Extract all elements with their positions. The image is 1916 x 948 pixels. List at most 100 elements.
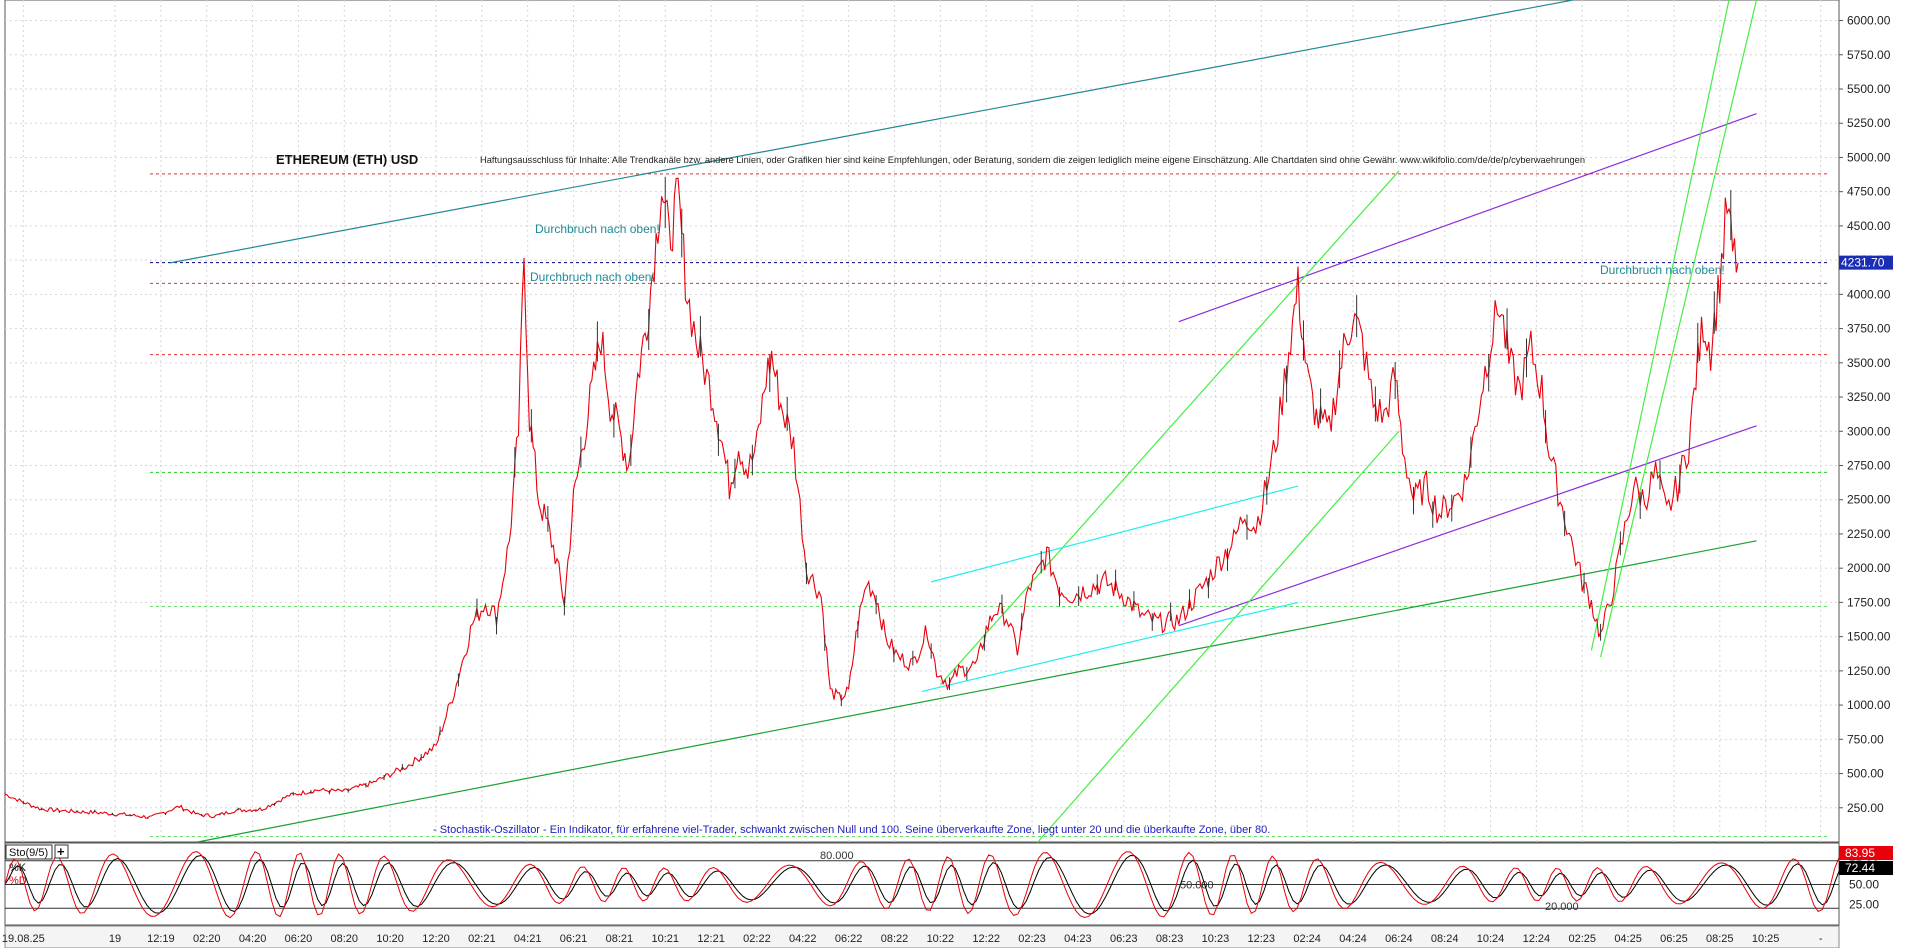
time-tick-label: 04:23 — [1064, 933, 1092, 945]
price-tick-label: 500.00 — [1847, 767, 1884, 781]
time-tick-label: 12:24 — [1523, 933, 1551, 945]
stochastic-lines — [4, 851, 1840, 919]
time-tick-label: 12:23 — [1248, 933, 1276, 945]
trendline — [921, 601, 1299, 692]
time-tick-label: 10:21 — [651, 933, 679, 945]
price-tick-label: 5750.00 — [1847, 48, 1891, 62]
time-tick-label: 19 — [109, 933, 121, 945]
price-tick-label: 5500.00 — [1847, 82, 1891, 96]
price-tick-label: 6000.00 — [1847, 14, 1891, 28]
sto-level-label: 80.000 — [820, 850, 854, 862]
last-price-badge: 4231.70 — [1839, 255, 1893, 270]
time-tick-label: 10:23 — [1202, 933, 1230, 945]
last-price-label: 4231.70 — [1841, 256, 1885, 270]
price-tick-label: 4500.00 — [1847, 219, 1891, 233]
price-tick-label: 4000.00 — [1847, 287, 1891, 301]
price-tick-label: 3000.00 — [1847, 424, 1891, 438]
time-tick-label: 02:20 — [193, 933, 221, 945]
sto-tick-label: 50.00 — [1849, 878, 1879, 892]
time-tick-label: 04:24 — [1339, 933, 1367, 945]
stochastic-label: Sto(9/5) — [9, 847, 48, 859]
price-series — [4, 176, 1739, 819]
price-tick-label: 5000.00 — [1847, 150, 1891, 164]
time-tick-label: 19.08.25 — [2, 933, 45, 945]
trendline — [1599, 0, 1758, 658]
time-tick-label: 10:20 — [376, 933, 404, 945]
time-tick-label: 08:20 — [331, 933, 359, 945]
time-tick-label: - — [1819, 933, 1823, 945]
sto-k-line — [4, 851, 1840, 919]
annotation-breakout-1: Durchbruch nach oben! — [535, 222, 660, 236]
time-tick-label: 08:21 — [606, 933, 634, 945]
price-tick-label: 1750.00 — [1847, 595, 1891, 609]
price-tick-label: 5250.00 — [1847, 116, 1891, 130]
disclaimer-text: Haftungsausschluss für Inhalte: Alle Tre… — [480, 155, 1585, 166]
time-tick-label: 02:23 — [1018, 933, 1046, 945]
price-tick-label: 250.00 — [1847, 801, 1884, 815]
time-tick-label: 06:22 — [835, 933, 863, 945]
trendline — [197, 540, 1757, 843]
time-tick-label: 04:22 — [789, 933, 817, 945]
time-tick-label: 12:19 — [147, 933, 175, 945]
k-value-label: 83.95 — [1845, 846, 1875, 860]
price-tick-label: 3750.00 — [1847, 322, 1891, 336]
price-tick-label: 1500.00 — [1847, 630, 1891, 644]
trendline — [1178, 425, 1757, 627]
time-tick-label: 10:24 — [1477, 933, 1505, 945]
price-tick-label: 1000.00 — [1847, 698, 1891, 712]
time-tick-label: 04:21 — [514, 933, 542, 945]
d-value-label: 72.44 — [1845, 861, 1875, 875]
time-tick-label: 08:22 — [881, 933, 909, 945]
stochastic-legend: Sto(9/5) + %K %D — [5, 844, 69, 887]
horizontal-levels — [150, 173, 1829, 838]
time-tick-label: 12:20 — [422, 933, 450, 945]
price-tick-label: 2500.00 — [1847, 493, 1891, 507]
price-tick-label: 3250.00 — [1847, 390, 1891, 404]
price-tick-label: 2000.00 — [1847, 561, 1891, 575]
sto-tick-label: 25.00 — [1849, 897, 1879, 911]
price-tick-label: 750.00 — [1847, 732, 1884, 746]
time-tick-label: 10:25 — [1752, 933, 1780, 945]
time-tick-label: 08:23 — [1156, 933, 1184, 945]
time-tick-label: 08:25 — [1706, 933, 1734, 945]
price-line — [4, 177, 1739, 819]
time-tick-label: 10:22 — [927, 933, 955, 945]
plus-icon[interactable]: + — [57, 844, 65, 859]
expand-indicator-button[interactable] — [54, 844, 69, 859]
sto-level-label: 50.000 — [1180, 880, 1214, 892]
time-tick-label: 02:21 — [468, 933, 496, 945]
d-label: %D — [9, 875, 27, 887]
time-tick-label: 04:20 — [239, 933, 267, 945]
sto-d-line — [4, 854, 1840, 915]
annotation-breakout-2: Durchbruch nach oben! — [530, 270, 655, 284]
annotation-breakout-3: Durchbruch nach oben! — [1600, 263, 1725, 277]
time-tick-label: 04:25 — [1614, 933, 1642, 945]
time-tick-label: 02:25 — [1568, 933, 1596, 945]
trendline — [931, 485, 1299, 583]
sto-level-label: 20.000 — [1545, 901, 1579, 913]
time-tick-label: 12:21 — [697, 933, 725, 945]
time-tick-label: 06:25 — [1660, 933, 1688, 945]
stochastic-note: - Stochastik-Oszillator - Ein Indikator,… — [433, 824, 1270, 836]
time-tick-label: 06:20 — [285, 933, 313, 945]
stochastic-levels: 80.000 50.000 20.000 — [5, 850, 1839, 913]
price-tick-label: 4750.00 — [1847, 185, 1891, 199]
stochastic-value-badges: 83.95 72.44 — [1839, 846, 1893, 875]
time-tick-label: 06:24 — [1385, 933, 1413, 945]
price-tick-label: 2250.00 — [1847, 527, 1891, 541]
trendline — [1590, 0, 1730, 651]
time-tick-label: 02:24 — [1293, 933, 1321, 945]
price-tick-label: 3500.00 — [1847, 356, 1891, 370]
trendline — [169, 0, 1574, 264]
time-tick-label: 02:22 — [743, 933, 771, 945]
time-axis: 19.08.25 19 12:19 02:20 04:20 06:20 08:20 10:20… — [2, 925, 1840, 948]
time-tick-label: 08:24 — [1431, 933, 1459, 945]
chart-title: ETHEREUM (ETH) USD — [276, 152, 418, 167]
trendline — [1013, 430, 1400, 870]
k-label: %K — [9, 862, 27, 874]
trendlines — [169, 0, 1758, 870]
trendline — [1178, 113, 1757, 323]
trendline — [939, 170, 1400, 685]
main-plot-area — [4, 0, 1840, 843]
